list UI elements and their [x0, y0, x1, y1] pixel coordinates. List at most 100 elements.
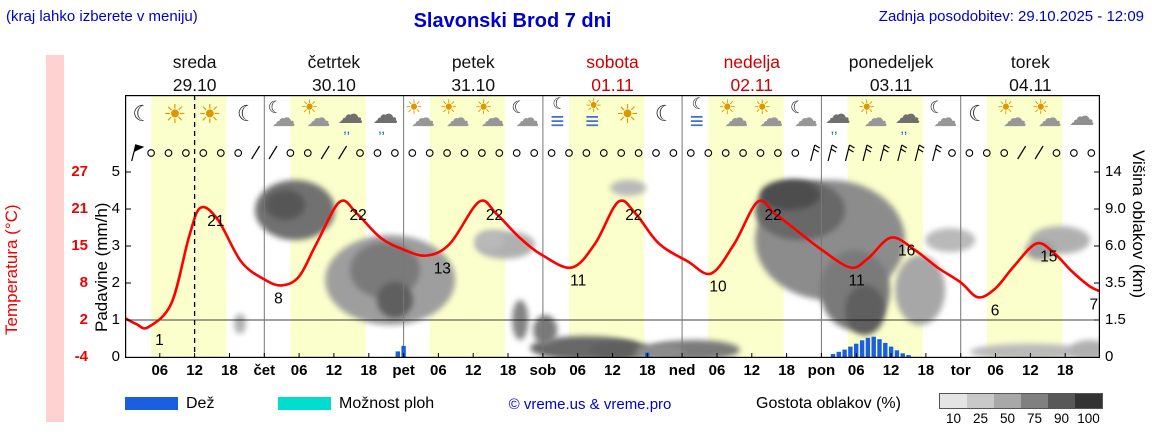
time-tick: čet [253, 362, 276, 379]
day-header-ponedeljek: ponedeljek 03.11 [821, 52, 960, 96]
wind-slash-icon [268, 145, 278, 160]
temp-label: 6 [991, 302, 1000, 319]
temp-label: 22 [350, 207, 367, 224]
wind-barb-icon [879, 144, 890, 162]
wind-flag-icon [131, 144, 145, 162]
density-segment [940, 394, 967, 408]
calm-wind-icon [1000, 149, 1009, 157]
calm-wind-icon [286, 149, 295, 157]
showers-swatch [278, 397, 331, 410]
wind-slash-icon [338, 145, 348, 160]
calm-wind-icon [1070, 149, 1078, 157]
axis-tick: 14 [1105, 163, 1122, 180]
day-header-sreda: sreda 29.10 [125, 52, 264, 96]
calm-wind-icon [1052, 149, 1061, 157]
temp-label: 21 [207, 213, 224, 230]
day-name: četrtek [307, 52, 361, 72]
density-tick: 90 [1053, 411, 1070, 426]
rain-bars [395, 336, 911, 358]
calm-wind-icon [199, 149, 208, 157]
temp-label: 11 [849, 273, 865, 290]
day-headers: sreda 29.10 četrtek 30.10 petek 31.10 sobota 01… [125, 52, 1100, 96]
calm-wind-icon [443, 149, 451, 157]
temperature-axis-strip [46, 55, 64, 422]
time-tick: 06 [151, 362, 169, 379]
copyright-link[interactable]: © vreme.us & vreme.pro [508, 396, 672, 413]
time-tick: 06 [290, 362, 308, 379]
calm-wind-icon [582, 149, 591, 157]
temp-label: 22 [486, 207, 503, 224]
calm-wind-icon [704, 149, 713, 157]
wind-barb-icon [827, 144, 838, 162]
calm-wind-icon [182, 149, 190, 157]
time-tick: 18 [499, 362, 517, 379]
day-date: 04.11 [1009, 75, 1052, 95]
day-separators [263, 95, 962, 358]
day-date: 29.10 [172, 75, 217, 95]
calm-wind-icon [547, 149, 556, 157]
calm-wind-icon [373, 149, 382, 157]
wind-row [131, 144, 1096, 162]
temp-label: 11 [570, 273, 586, 290]
time-tick: 18 [638, 362, 656, 379]
calm-wind-icon [565, 149, 573, 157]
rain-swatch [125, 397, 178, 410]
temperature-curve [125, 199, 1100, 330]
day-header-nedelja: nedelja 02.11 [682, 52, 821, 96]
day-date: 31.10 [451, 75, 496, 95]
calm-wind-icon [669, 149, 678, 157]
axis-tick: 27 [71, 163, 88, 180]
temp-label: 10 [709, 279, 727, 296]
time-tick: 18 [1056, 362, 1074, 379]
calm-wind-icon [721, 149, 730, 157]
wind-barb-icon [844, 144, 855, 162]
calm-wind-icon [948, 149, 956, 157]
temp-label: 22 [625, 207, 642, 224]
axis-tick: 3 [111, 237, 120, 254]
density-tick: 10 [945, 411, 962, 426]
menu-hint: (kraj lahko izberete v meniju) [6, 8, 198, 25]
cloud-density-scale [939, 393, 1103, 409]
calm-wind-icon [686, 149, 695, 157]
axis-tick: 0 [1105, 348, 1114, 365]
day-header-petek: petek 31.10 [404, 52, 543, 96]
wind-slash-icon [320, 145, 330, 160]
axis-tick: 9.0 [1105, 200, 1126, 217]
calm-wind-icon [216, 149, 225, 157]
axis-tick: 4 [111, 200, 120, 217]
density-segment [967, 394, 994, 408]
time-tick: pet [392, 362, 415, 379]
axis-tick: 1.5 [1105, 311, 1126, 328]
day-name: petek [451, 52, 495, 72]
time-tick: ned [668, 362, 696, 379]
axis-tick: 5 [111, 163, 120, 180]
time-tick: 12 [743, 362, 761, 379]
calm-wind-icon [599, 149, 608, 157]
time-tick: pon [807, 362, 836, 379]
wind-slash-icon [251, 145, 261, 160]
temperature-ticks: 27 21 15 8 2 -4 [60, 95, 88, 365]
calm-wind-icon [147, 149, 155, 157]
calm-wind-icon [512, 149, 521, 157]
calm-wind-icon [303, 149, 312, 157]
time-tick: 18 [778, 362, 795, 379]
rain-legend-label: Dež [186, 395, 215, 412]
day-name: torek [1010, 52, 1050, 72]
density-segment [1048, 394, 1075, 408]
axis-tick: 21 [71, 200, 88, 217]
time-tick: 18 [221, 362, 238, 379]
calm-wind-icon [425, 149, 434, 157]
time-tick: 12 [882, 362, 900, 379]
calm-wind-icon [739, 149, 747, 157]
time-tick: 12 [186, 362, 203, 379]
time-tick: 12 [464, 362, 482, 379]
day-date: 30.10 [312, 75, 356, 95]
calm-wind-icon [1087, 149, 1096, 157]
day-name: nedelja [723, 52, 781, 72]
day-header-četrtek: četrtek 30.10 [264, 52, 403, 96]
cloud-height-ticks: 14 9.0 6.0 3.5 1.5 0 [1105, 95, 1149, 365]
density-segment [1075, 394, 1102, 408]
day-name: sobota [586, 52, 639, 72]
wind-slash-icon [1034, 145, 1044, 160]
